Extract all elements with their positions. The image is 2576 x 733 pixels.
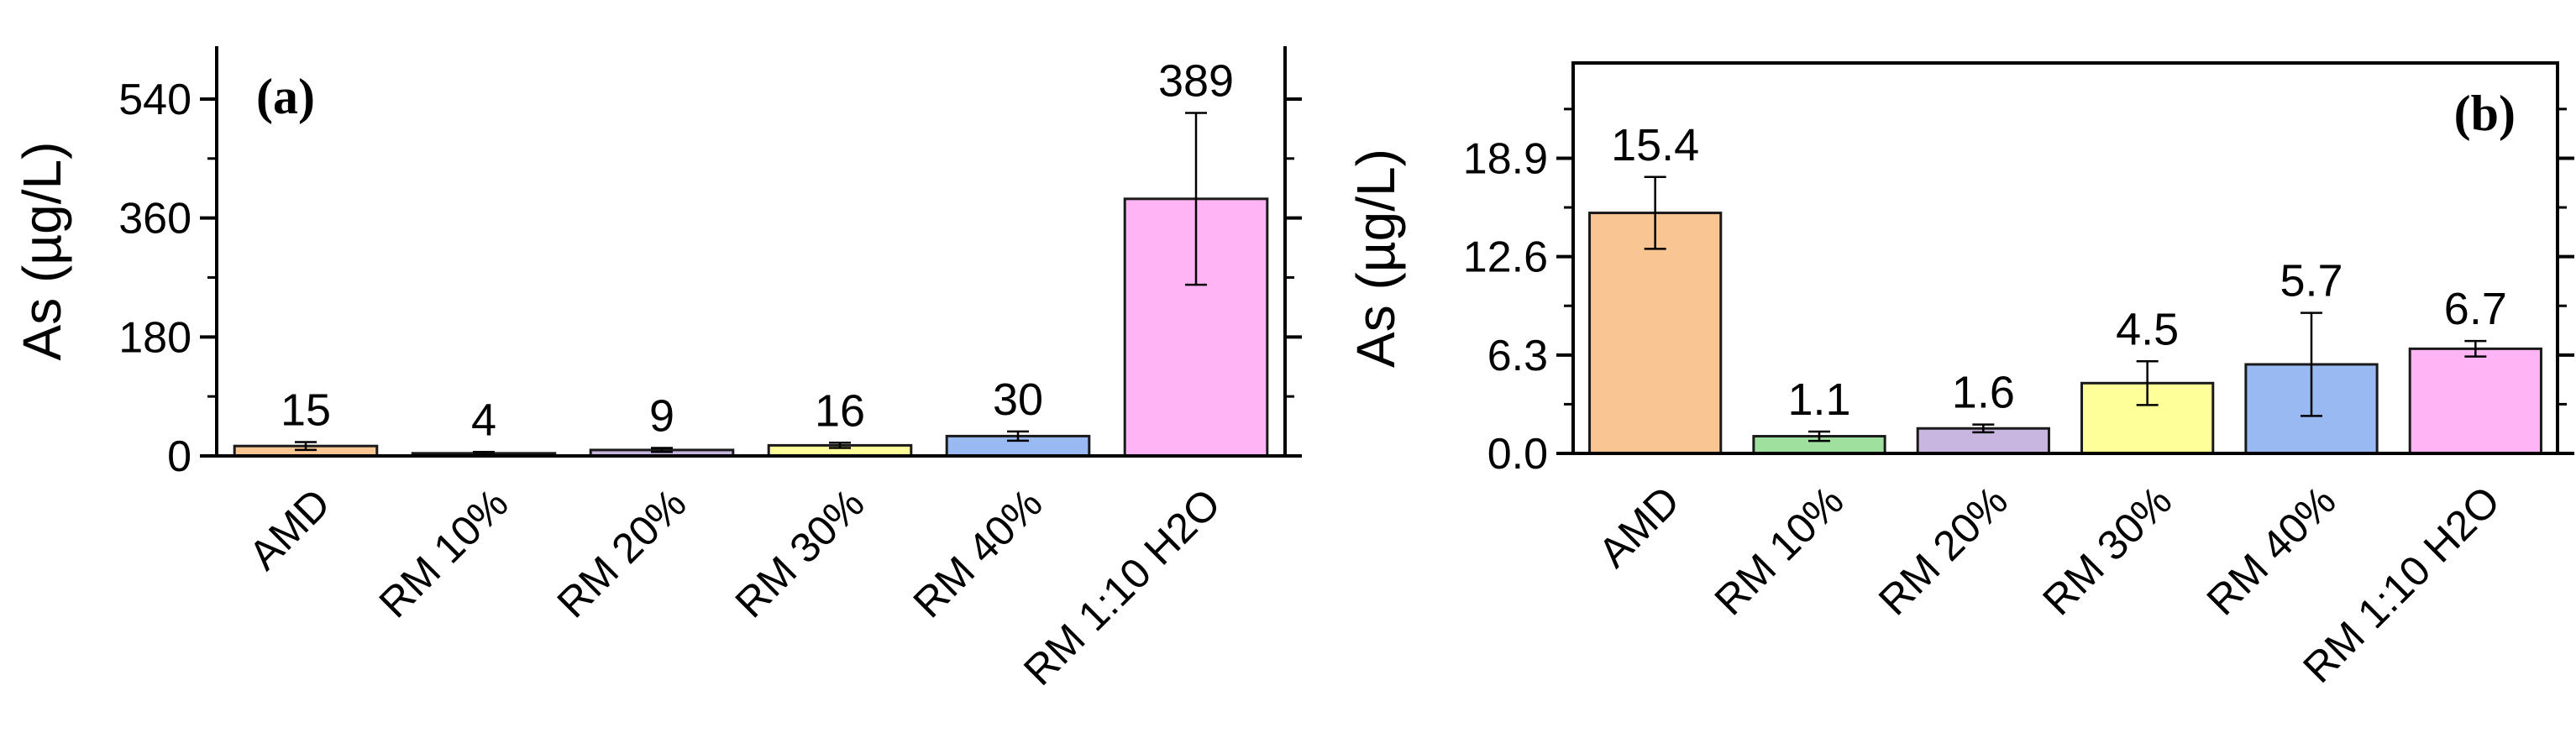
x-tick-label: RM 30% (727, 479, 874, 626)
x-tick-label: RM 40% (905, 479, 1052, 626)
chart-panel-b: 15.4 AMD 1.1 RM 10% 1.6 RM 20% 4.5 RM 30% 5.7 RM … (1346, 61, 2574, 692)
data-label: 15 (281, 385, 331, 435)
data-label: 1.1 (1787, 374, 1850, 425)
bar-amd (1588, 212, 1723, 455)
y-tick-label: 6.3 (1487, 332, 1548, 380)
y-tick-label: 540 (118, 76, 191, 124)
y-tick-label: 12.6 (1463, 233, 1548, 282)
data-label: 16 (815, 385, 865, 436)
x-tick-label: RM 20% (548, 479, 695, 626)
panel-label: (b) (2454, 86, 2516, 141)
x-tick-label: RM 30% (2033, 477, 2180, 624)
y-tick-label: 18.9 (1463, 134, 1548, 183)
x-tick-label: RM 40% (2198, 477, 2345, 624)
panel-label: (a) (256, 69, 315, 124)
data-label: 9 (649, 391, 674, 442)
data-label: 30 (993, 374, 1043, 425)
data-label: 389 (1158, 55, 1234, 106)
data-label: 6.7 (2444, 284, 2507, 334)
x-tick-label: RM 20% (1870, 477, 2017, 624)
y-tick-label: 180 (118, 313, 191, 362)
x-tick-label: AMD (1589, 477, 1688, 576)
x-tick-label: RM 10% (370, 479, 517, 626)
data-label: 4 (471, 395, 496, 445)
y-tick-label: 0.0 (1487, 430, 1548, 479)
data-label: 4.5 (2116, 304, 2179, 354)
x-tick-label: RM 10% (1706, 477, 1853, 624)
y-tick-label: 360 (118, 195, 191, 243)
y-axis-label: As (µg/L) (12, 142, 72, 361)
y-axis-label: As (µg/L) (1346, 149, 1406, 368)
data-label: 1.6 (1952, 368, 2015, 418)
data-label: 5.7 (2280, 256, 2343, 306)
bar-rm-1-10-h2o (2408, 347, 2542, 455)
x-tick-label: AMD (240, 479, 339, 579)
y-tick-label: 0 (167, 432, 191, 481)
data-label: 15.4 (1611, 120, 1699, 170)
